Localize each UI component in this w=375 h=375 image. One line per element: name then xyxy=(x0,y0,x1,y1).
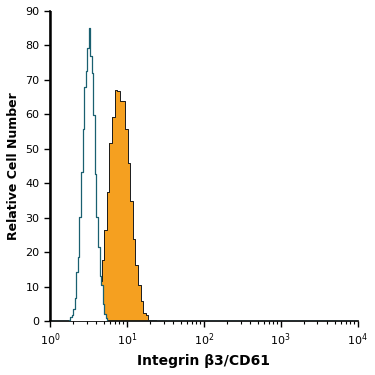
Y-axis label: Relative Cell Number: Relative Cell Number xyxy=(7,92,20,240)
X-axis label: Integrin β3/CD61: Integrin β3/CD61 xyxy=(137,354,270,368)
